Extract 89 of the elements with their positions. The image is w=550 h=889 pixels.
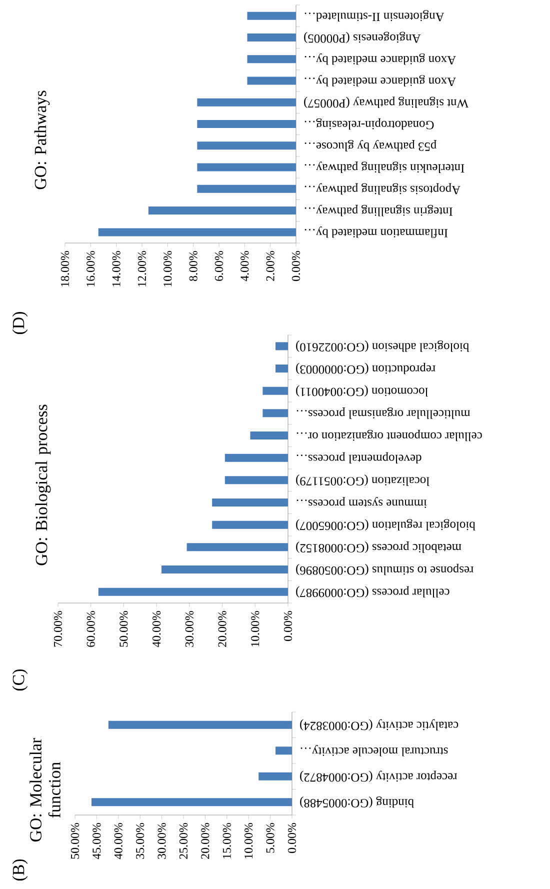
y-tick-label: binding (GO:0005488) xyxy=(300,796,414,808)
x-tick-label: 15.00% xyxy=(222,822,231,858)
bar xyxy=(224,454,288,462)
bar xyxy=(224,476,288,484)
bar xyxy=(197,98,296,106)
y-tick-label: reproduction (GO:0000003) xyxy=(296,362,436,374)
y-tick-label: Integrin signalling pathway… xyxy=(304,204,452,216)
x-tick-label: 4.00% xyxy=(240,250,249,282)
x-tick-label: 16.00% xyxy=(86,250,95,286)
x-tick-label: 0.00% xyxy=(292,250,300,281)
x-tick-label: 10.00% xyxy=(244,822,253,858)
y-tick-label: catalytic activity (GO:0003824) xyxy=(300,719,458,731)
x-tick-label: 25.00% xyxy=(179,822,188,859)
bar xyxy=(262,409,288,418)
bar xyxy=(247,55,296,64)
y-tick-label: Angiogenesis (P00005) xyxy=(304,32,421,44)
bar xyxy=(162,566,288,574)
bar xyxy=(247,76,296,85)
x-tick-label: 6.00% xyxy=(214,250,224,281)
bar xyxy=(258,772,292,780)
x-tick-label: 14.00% xyxy=(112,250,120,286)
y-tick-label: Gonadotropin-releasing… xyxy=(304,118,434,130)
x-tick-label: 45.00% xyxy=(92,822,101,860)
x-tick-label: 8.00% xyxy=(189,250,198,281)
x-tick-label: 5.00% xyxy=(266,822,274,853)
text: GO: Molecular function xyxy=(30,738,60,842)
y-tick-label: cellular component organization or… xyxy=(296,430,482,442)
x-tick-label: 60.00% xyxy=(86,610,95,647)
x-tick-label: 40.00% xyxy=(114,822,122,860)
bar xyxy=(197,120,296,128)
bar xyxy=(148,206,296,215)
y-tick-label: Wnt signaling pathway (P00057) xyxy=(304,96,468,108)
y-tick-label: developmental process… xyxy=(296,452,422,464)
bar xyxy=(212,520,288,529)
x-tick-label: 50.00% xyxy=(120,610,128,647)
y-tick-label: Axon guidance mediated by… xyxy=(304,53,456,65)
y-tick-label: cellular process (GO:0009987) xyxy=(296,586,450,598)
x-tick-label: 35.00% xyxy=(136,822,144,859)
y-tick-label: Inflammation mediated by… xyxy=(304,226,448,238)
text: (B) xyxy=(12,859,28,881)
bar xyxy=(98,228,296,236)
y-tick-label: biological adhesion (GO:0022610) xyxy=(296,340,470,352)
y-tick-label: Axon guidance mediated by… xyxy=(304,75,456,86)
bar xyxy=(262,386,288,395)
bar xyxy=(91,798,292,806)
x-tick-label: 50.00% xyxy=(70,822,80,859)
text: GO: Biological process xyxy=(35,404,51,566)
bar xyxy=(108,720,292,729)
y-tick-label: receptor activity (GO:0004872) xyxy=(300,770,457,782)
text: (D) xyxy=(12,312,28,334)
y-tick-label: structural molecule activity… xyxy=(300,744,448,756)
bar xyxy=(197,184,296,193)
x-tick-label: 10.00% xyxy=(251,610,260,646)
x-tick-label: 18.00% xyxy=(60,250,70,286)
y-tick-label: biological regulation (GO:0065007) xyxy=(296,519,476,531)
x-tick-label: 10.00% xyxy=(164,250,172,286)
x-tick-label: 70.00% xyxy=(54,610,62,647)
y-tick-label: Angiotensin II-stimulated… xyxy=(304,10,444,22)
bar xyxy=(186,543,288,552)
bar xyxy=(212,498,288,507)
bar xyxy=(197,163,296,172)
text: GO: Pathways xyxy=(34,90,50,190)
x-tick-label: 40.00% xyxy=(152,610,161,648)
bar xyxy=(98,588,288,596)
x-tick-label: 12.00% xyxy=(138,250,146,286)
y-tick-label: response to stimulus (GO:0050896) xyxy=(296,564,474,576)
bar xyxy=(276,342,288,350)
bar xyxy=(247,12,296,20)
bar xyxy=(197,142,296,150)
x-tick-label: 20.00% xyxy=(201,822,210,859)
y-tick-label: Apoptosis signaling pathway… xyxy=(304,183,460,195)
bar xyxy=(250,432,288,440)
y-tick-label: metabolic process (GO:0008152) xyxy=(296,542,462,553)
y-tick-label: localization (GO:0051179) xyxy=(296,474,430,486)
text: (C) xyxy=(12,669,28,691)
y-tick-label: locomotion (GO:0040011) xyxy=(296,385,428,396)
bar xyxy=(247,33,296,42)
x-tick-label: 2.00% xyxy=(266,250,274,281)
x-tick-label: 30.00% xyxy=(185,610,194,647)
x-tick-label: 0.00% xyxy=(288,822,296,853)
x-tick-label: 20.00% xyxy=(218,610,226,647)
y-tick-label: immune system process… xyxy=(296,497,427,508)
bar xyxy=(276,364,288,373)
y-tick-label: p53 pathway by glucose… xyxy=(304,140,436,152)
y-tick-label: multicellular organismal process… xyxy=(296,408,470,419)
y-tick-label: Interleukin signaling pathway… xyxy=(304,162,464,173)
x-tick-label: 0.00% xyxy=(284,610,292,641)
x-tick-label: 30.00% xyxy=(158,822,166,859)
bar xyxy=(276,746,292,755)
